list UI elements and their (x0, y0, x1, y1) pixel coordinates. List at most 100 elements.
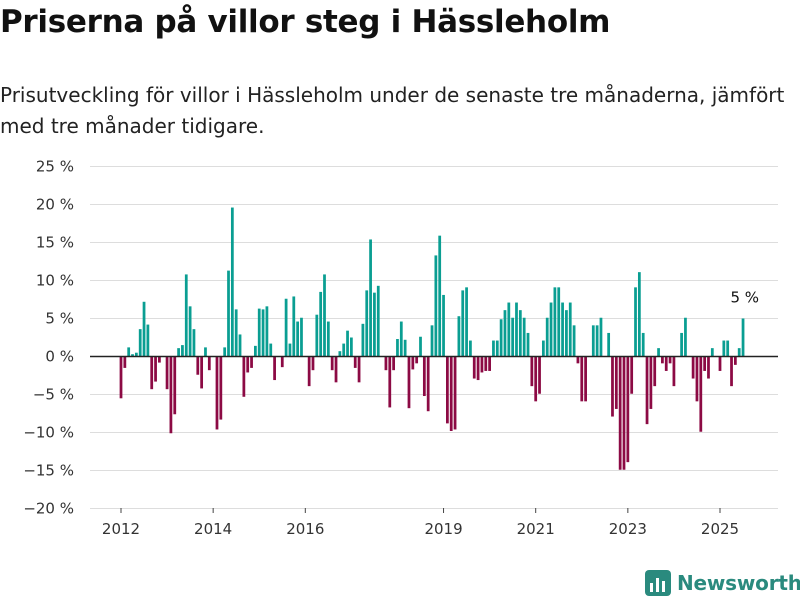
bar (200, 356, 204, 389)
bar (273, 356, 276, 381)
bar (388, 356, 392, 408)
x-tick-label: 2019 (424, 520, 462, 538)
bar (622, 356, 626, 470)
bar (680, 332, 683, 357)
bar (261, 309, 265, 357)
bar (661, 356, 664, 364)
bar (718, 356, 722, 371)
bar (403, 339, 407, 357)
bar (300, 317, 303, 357)
bar (657, 348, 660, 357)
bar (230, 207, 234, 357)
bar (538, 356, 541, 394)
bar (357, 356, 361, 383)
bar (703, 356, 707, 371)
newsworthy-logo-text: Newsworthy (677, 571, 800, 595)
latest-value-annotation: 5 % (730, 289, 759, 307)
bar (565, 310, 568, 357)
bar (219, 356, 223, 420)
bar (722, 340, 726, 357)
bar (407, 356, 411, 409)
bar (369, 239, 372, 357)
bar (595, 325, 599, 357)
bar (223, 347, 227, 357)
y-tick-label: −10 % (23, 424, 74, 442)
bar (292, 296, 296, 357)
x-tick-label: 2012 (102, 520, 140, 538)
bar (549, 302, 553, 357)
bar (238, 334, 242, 357)
bar (192, 329, 196, 357)
bar (495, 340, 499, 357)
bar (653, 356, 657, 387)
bar (250, 356, 253, 368)
bar (641, 332, 645, 357)
bar (188, 306, 192, 357)
bar (710, 348, 714, 357)
y-tick-label: 15 % (36, 234, 74, 252)
bar (534, 356, 538, 402)
bar (472, 356, 476, 379)
bar (553, 287, 557, 357)
chart-grid (90, 166, 778, 509)
bar (215, 356, 219, 430)
bar (288, 343, 292, 357)
bar (419, 336, 422, 357)
bar (637, 272, 641, 357)
bar (338, 351, 342, 357)
bar (269, 343, 273, 357)
bar (181, 345, 184, 357)
bar (334, 356, 338, 383)
bar (568, 302, 572, 357)
bar (396, 339, 399, 357)
bar (580, 356, 584, 402)
bar (499, 319, 503, 357)
newsworthy-logo-icon (645, 570, 671, 596)
bar (353, 356, 357, 368)
bar (438, 235, 442, 357)
bar (415, 356, 419, 364)
bar (614, 356, 618, 409)
newsworthy-logo[interactable]: Newsworthy (645, 570, 800, 596)
bar (488, 356, 491, 371)
bar (422, 356, 426, 397)
bar (376, 285, 380, 357)
bar (134, 352, 138, 357)
bar (284, 298, 288, 357)
bar (177, 348, 180, 357)
bar (207, 356, 211, 371)
bar (572, 325, 576, 357)
bar (649, 356, 653, 409)
bar (434, 255, 438, 357)
bar (173, 356, 177, 415)
bar (411, 356, 415, 370)
bar (257, 308, 261, 357)
bar (645, 356, 649, 425)
bar (442, 294, 445, 357)
bar (664, 356, 668, 371)
bar (730, 356, 733, 387)
bar (461, 290, 465, 357)
bar (741, 318, 745, 357)
bar (545, 317, 549, 357)
y-tick-label: 5 % (45, 310, 74, 328)
bar (469, 340, 472, 357)
bar (307, 356, 311, 387)
y-tick-label: −15 % (23, 462, 74, 480)
bar (399, 321, 403, 357)
bar (584, 356, 587, 402)
bar (227, 270, 230, 357)
bar (384, 356, 388, 371)
bar (342, 343, 346, 357)
bar (392, 356, 395, 371)
bar (169, 356, 173, 434)
x-tick-label: 2025 (701, 520, 739, 538)
bar (119, 356, 123, 399)
bar (154, 356, 157, 382)
y-tick-label: 10 % (36, 272, 74, 290)
bar (737, 348, 741, 357)
bar (457, 316, 461, 357)
chart-bars (119, 207, 745, 470)
bar (184, 274, 188, 357)
bar (319, 291, 323, 357)
